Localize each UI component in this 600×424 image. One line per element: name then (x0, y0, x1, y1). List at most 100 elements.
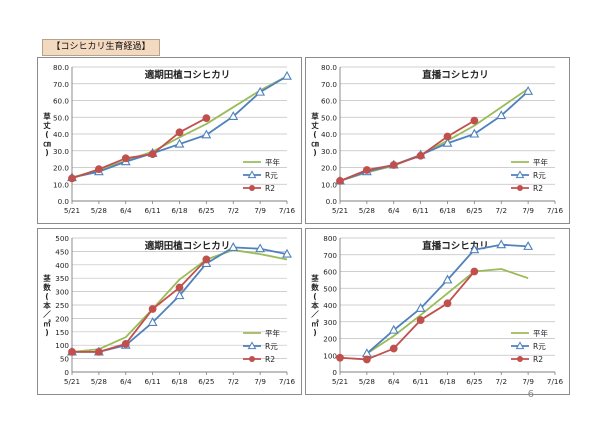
y-tick-label: 450 (55, 247, 69, 256)
data-point (175, 128, 184, 137)
data-point (469, 244, 480, 254)
y-tick-label: 10.0 (321, 180, 337, 189)
y-axis-label: ㎡ (311, 318, 319, 328)
x-tick-label: 7/16 (547, 377, 564, 386)
y-tick-label: 300 (323, 318, 337, 327)
x-tick-label: 7/16 (279, 377, 296, 386)
data-point (68, 348, 76, 356)
y-tick-label: 0.0 (58, 197, 70, 206)
x-tick-label: 6/18 (171, 206, 188, 215)
series-line-0 (366, 268, 529, 355)
data-point (442, 274, 453, 284)
chart-stem-count-direct-seeding: 0 100 200 300 400 500 600 700 800 5/21 5/28 6/4 6/11… (310, 234, 564, 386)
x-tick-label: 6/25 (466, 206, 482, 215)
data-point (496, 110, 507, 120)
x-tick-label: 7/16 (547, 206, 564, 215)
x-tick-label: 6/4 (120, 206, 132, 215)
x-tick-label: 7/16 (279, 206, 296, 215)
data-point (94, 165, 103, 174)
data-point (147, 317, 158, 326)
y-tick-label: 60.0 (321, 97, 337, 106)
y-tick-label: 600 (323, 268, 337, 277)
y-tick-label: 500 (323, 284, 337, 293)
y-axis-label: ㎝ (311, 139, 319, 148)
data-point (201, 129, 212, 139)
y-axis-label: ㎝ (43, 139, 51, 148)
x-tick-label: 6/25 (198, 377, 214, 386)
data-point (362, 166, 371, 174)
data-point (202, 114, 211, 122)
y-tick-label: 50 (60, 355, 70, 364)
chart-title: 適期田植コシヒカリ (145, 240, 231, 252)
data-point (389, 344, 398, 353)
legend-marker (515, 341, 525, 350)
y-tick-label: 0 (64, 368, 69, 377)
data-point (415, 303, 426, 312)
y-tick-label: 200 (323, 335, 337, 344)
x-tick-label: 6/25 (198, 206, 214, 215)
x-tick-label: 5/28 (359, 206, 376, 215)
x-tick-label: 7/9 (254, 206, 266, 215)
y-axis-label: 数 (43, 282, 51, 292)
x-tick-label: 6/11 (413, 206, 429, 215)
data-point (336, 177, 344, 185)
x-tick-label: 5/21 (64, 206, 80, 215)
legend-marker (247, 170, 257, 179)
x-tick-label: 7/2 (495, 377, 507, 386)
chart-title: 直播コシヒカリ (422, 69, 489, 81)
y-tick-label: 40.0 (321, 130, 337, 139)
y-axis-label: ) (313, 328, 316, 337)
legend-label: R2 (533, 355, 543, 364)
data-point (389, 161, 398, 169)
legend-label: 平年 (265, 328, 280, 338)
y-tick-label: 500 (55, 234, 69, 243)
data-point (255, 243, 266, 253)
data-point (174, 138, 185, 148)
x-tick-label: 7/9 (522, 206, 534, 215)
data-point (362, 355, 371, 364)
y-tick-label: 80.0 (53, 63, 69, 72)
y-axis-label: ) (45, 328, 48, 337)
y-tick-label: 350 (55, 274, 69, 283)
y-axis-label: 丈 (311, 120, 319, 130)
x-tick-label: 6/4 (388, 377, 400, 386)
legend-label: R元 (533, 171, 546, 180)
y-tick-label: 30.0 (321, 147, 337, 156)
chart-panel-top-right: 0.0 10.0 20.0 30.0 40.0 50.0 60.0 70.0 80.0 5/21 5… (305, 57, 570, 224)
y-tick-label: 50.0 (321, 113, 337, 122)
y-tick-label: 700 (323, 251, 337, 260)
y-axis-label: ) (313, 148, 316, 157)
data-point (94, 348, 103, 356)
data-point (175, 283, 184, 292)
data-point (388, 324, 399, 334)
data-point (523, 85, 534, 95)
section-tag: 【コシヒカリ生育経過】 (42, 39, 160, 56)
data-point (416, 151, 425, 160)
legend-label: R2 (533, 184, 543, 193)
data-point (416, 316, 425, 324)
legend-marker (249, 185, 255, 191)
series-line-2 (71, 117, 207, 180)
y-axis-label: 草 (43, 111, 51, 121)
chart-stem-count-transplant: 0 50 100 150 200 250 300 350 400 450 500 5/21 5/28 6/… (42, 234, 296, 386)
legend-label: 平年 (533, 328, 548, 338)
data-point (469, 128, 480, 138)
series-line-0 (71, 75, 288, 179)
x-tick-label: 6/11 (145, 206, 161, 215)
data-point (174, 290, 185, 300)
x-tick-label: 7/9 (522, 377, 534, 386)
x-tick-label: 5/28 (359, 377, 376, 386)
legend-marker (517, 185, 523, 191)
series-line-2 (72, 258, 208, 353)
y-tick-label: 50.0 (53, 113, 69, 122)
data-point (121, 154, 130, 163)
y-tick-label: 70.0 (53, 80, 69, 89)
y-tick-label: 80.0 (321, 63, 337, 72)
x-tick-label: 6/11 (413, 377, 429, 386)
y-tick-label: 30.0 (53, 147, 69, 156)
y-tick-label: 100 (55, 341, 69, 350)
data-point (442, 137, 453, 147)
y-tick-label: 20.0 (53, 164, 69, 173)
x-tick-label: 5/21 (332, 377, 348, 386)
data-point (148, 305, 157, 313)
